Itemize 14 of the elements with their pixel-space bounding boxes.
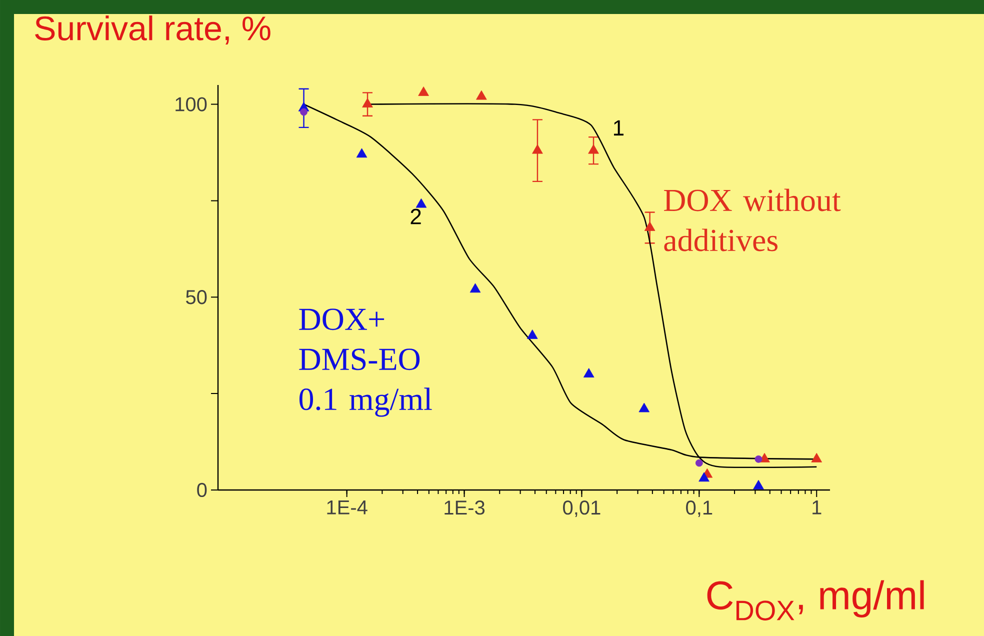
x-tick-label: 0,1 xyxy=(686,500,712,518)
y-axis-title: Survival rate, % xyxy=(35,16,270,44)
y-tick-label: 0 xyxy=(197,482,207,498)
x-tick-label: 1 xyxy=(812,500,822,514)
series-label: DOX+ DMS-EO 0.1 mg/ml xyxy=(299,308,432,417)
x-tick-label: 0,01 xyxy=(563,500,600,518)
x-tick-label: 1E-3 xyxy=(444,500,485,515)
y-tick-label: 50 xyxy=(186,290,207,304)
x-tick-label: 1E-4 xyxy=(327,500,368,514)
series-label: DOX without additives xyxy=(664,188,841,252)
annotation: 1 xyxy=(614,120,624,136)
annotation: 2 xyxy=(410,208,421,224)
y-tick-label: 100 xyxy=(176,97,207,112)
x-axis-title: C$_{DOX}$, mg/ml xyxy=(707,580,924,620)
